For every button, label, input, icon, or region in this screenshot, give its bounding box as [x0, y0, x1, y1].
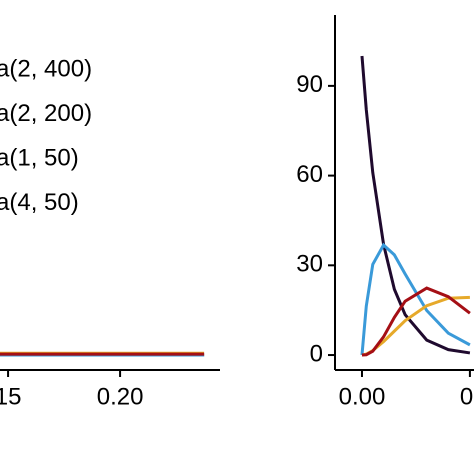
y-tick-label: 30	[296, 251, 323, 278]
y-tick-label: 0	[310, 340, 323, 367]
legend-label: a(2, 400)	[0, 55, 92, 82]
legend-label: a(2, 200)	[0, 100, 92, 127]
x-tick-label: 15	[0, 383, 21, 410]
curve	[360, 55, 471, 355]
y-tick-label: 90	[296, 71, 323, 98]
x-tick-label: 0.20	[97, 383, 144, 410]
curve	[360, 242, 471, 356]
x-tick-label: 0.00	[339, 383, 386, 410]
legend-label: a(1, 50)	[0, 144, 79, 171]
curve	[361, 286, 471, 357]
legend-label: a(4, 50)	[0, 189, 79, 216]
y-tick-label: 60	[296, 161, 323, 188]
x-tick-label: 0.	[460, 383, 474, 410]
